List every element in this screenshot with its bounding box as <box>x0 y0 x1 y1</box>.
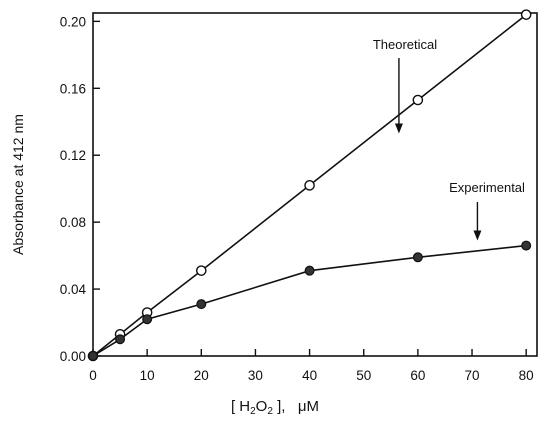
data-point-theoretical <box>412 94 424 106</box>
data-point-experimental <box>115 334 126 345</box>
annotations: Theoretical Experimental <box>373 37 525 241</box>
data-point-theoretical <box>520 9 532 20</box>
x-axis-label-sub2: 2 <box>267 406 273 417</box>
y-tick-label: 0.20 <box>60 14 86 29</box>
data-point-experimental <box>304 265 315 276</box>
y-tick-label: 0.08 <box>60 215 86 230</box>
x-tick-label: 40 <box>302 368 317 383</box>
data-point-theoretical <box>195 265 207 276</box>
annotation-label-experimental: Experimental <box>449 180 525 195</box>
annotation-label-theoretical: Theoretical <box>373 37 437 52</box>
data-point-experimental <box>87 351 98 362</box>
y-tick-label: 0.12 <box>60 148 86 163</box>
x-tick-label: 10 <box>140 368 155 383</box>
data-point-experimental <box>412 252 423 263</box>
annotation-arrowhead-theoretical <box>394 123 403 134</box>
data-point-experimental <box>521 240 532 251</box>
x-tick-label: 80 <box>519 368 534 383</box>
y-tick-label: 0.00 <box>60 349 86 364</box>
x-tick-label: 50 <box>356 368 371 383</box>
x-tick-label: 30 <box>248 368 263 383</box>
x-axis-label: [ H2O2 ], μM <box>0 398 550 417</box>
y-axis-label: Absorbance at 412 nm <box>10 114 26 255</box>
series-layer <box>87 9 532 362</box>
x-tick-label: 0 <box>89 368 97 383</box>
x-axis-label-mid: O <box>255 398 268 415</box>
x-tick-label: 70 <box>465 368 480 383</box>
y-tick-label: 0.04 <box>60 282 87 297</box>
x-axis-label-close: ], μM <box>272 398 320 415</box>
x-tick-label: 60 <box>410 368 425 383</box>
x-axis-label-open: [ H <box>230 398 251 415</box>
plot-frame <box>92 12 538 357</box>
x-axis-label-sub1: 2 <box>250 406 256 417</box>
data-point-theoretical <box>304 180 315 191</box>
series-line-experimental <box>92 244 527 357</box>
data-point-experimental <box>142 314 153 325</box>
data-point-experimental <box>196 299 207 310</box>
annotation-arrowhead-experimental <box>473 230 482 241</box>
y-tick-label: 0.16 <box>60 81 86 96</box>
x-tick-label: 20 <box>194 368 209 383</box>
axes: 0 10 20 30 40 50 60 70 80 0.00 0.04 0.08 0.12 0.16 0.2… <box>60 12 538 383</box>
